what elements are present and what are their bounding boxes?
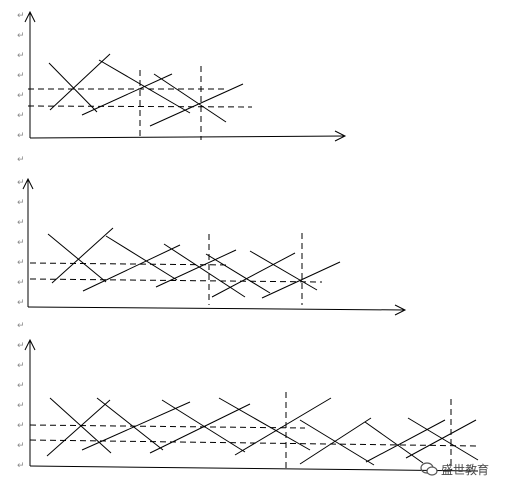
paragraph-mark: ↵: [17, 11, 25, 21]
paragraph-mark: ↵: [17, 258, 25, 268]
supply-curve: [299, 417, 372, 465]
paragraph-mark: ↵: [17, 381, 25, 391]
paragraph-mark: ↵: [17, 155, 25, 165]
demand-curve: [153, 73, 227, 123]
supply-curve: [234, 397, 332, 456]
y-axis-arrowhead: [24, 338, 36, 351]
supply-curve: [82, 244, 181, 292]
demand-curve: [364, 421, 424, 464]
wechat-icon: [420, 462, 438, 476]
diagram-1: [24, 10, 347, 142]
supply-curve: [149, 403, 251, 454]
demand-curve: [205, 253, 271, 294]
demand-curve: [96, 397, 164, 451]
paragraph-mark: ↵: [17, 131, 25, 141]
supply-curve: [365, 419, 446, 463]
paragraph-mark: ↵: [17, 91, 25, 101]
demand-curve: [407, 417, 479, 461]
price-line-lower: [29, 278, 323, 283]
demand-curve: [48, 62, 98, 113]
paragraph-mark: ↵: [17, 198, 25, 208]
supply-curve: [51, 227, 114, 284]
paragraph-mark: ↵: [17, 178, 25, 188]
paragraph-mark: ↵: [17, 441, 25, 451]
watermark-text: 盛世教育: [441, 462, 490, 477]
supply-curve: [149, 83, 244, 127]
supply-curve: [155, 249, 237, 288]
paragraph-mark: ↵: [17, 31, 25, 41]
supply-curve: [46, 399, 111, 457]
price-line-lower: [29, 439, 479, 447]
supply-curve: [405, 419, 477, 459]
diagram-2: [22, 177, 407, 316]
paragraph-mark: ↵: [17, 298, 25, 308]
y-axis-arrowhead: [24, 10, 36, 23]
watermark: 盛世教育: [420, 458, 504, 480]
demand-curve: [299, 419, 375, 466]
x-axis: [29, 465, 479, 472]
demand-curve: [105, 235, 178, 281]
x-axis: [27, 306, 406, 311]
demand-curve: [161, 399, 246, 453]
paragraph-mark: ↵: [17, 461, 25, 471]
supply-curve: [81, 73, 173, 116]
paragraph-mark: ↵: [17, 341, 25, 351]
x-axis: [29, 135, 346, 139]
price-line-lower: [27, 105, 253, 108]
paragraph-marks: ↵ ↵ ↵ ↵ ↵ ↵ ↵ ↵ ↵ ↵ ↵ ↵ ↵ ↵ ↵ ↵ ↵ ↵ ↵ ↵ …: [17, 11, 25, 471]
x-axis-arrowhead: [334, 130, 347, 142]
paragraph-mark: ↵: [17, 51, 25, 61]
supply-curve: [81, 401, 191, 451]
paragraph-mark: ↵: [17, 278, 25, 288]
price-line-upper: [29, 424, 306, 429]
paragraph-mark: ↵: [17, 321, 25, 331]
demand-curve: [249, 250, 318, 291]
x-axis-arrowhead: [394, 304, 407, 316]
demand-curve: [218, 397, 311, 451]
demand-curve: [163, 243, 246, 298]
demand-curve: [47, 233, 107, 283]
price-line-upper: [29, 262, 231, 266]
paragraph-mark: ↵: [17, 218, 25, 228]
diagram-3: [24, 338, 479, 472]
supply-curve: [261, 261, 341, 299]
paragraph-mark: ↵: [17, 401, 25, 411]
paragraph-mark: ↵: [17, 238, 25, 248]
supply-curve: [211, 252, 296, 298]
paragraph-mark: ↵: [17, 361, 25, 371]
paragraph-mark: ↵: [17, 71, 25, 81]
paragraph-mark: ↵: [17, 421, 25, 431]
supply-curve: [49, 53, 111, 111]
paragraph-mark: ↵: [17, 111, 25, 121]
demand-curve: [49, 397, 112, 454]
y-axis-arrowhead: [22, 177, 34, 190]
